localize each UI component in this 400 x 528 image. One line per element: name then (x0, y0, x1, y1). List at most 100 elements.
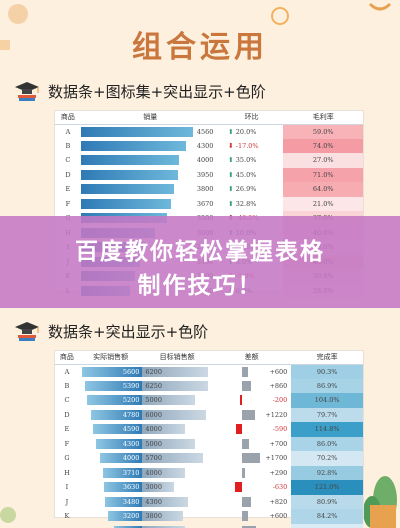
actual-bar-cell: 4590 (79, 422, 143, 437)
sales-value: 4300 (196, 141, 214, 150)
target-data-bar (142, 482, 175, 492)
graduation-cap-books-icon (15, 322, 39, 341)
sales-data-bar (80, 198, 171, 209)
diff-value: +600 (269, 512, 288, 520)
col-header-change: 环比 (219, 111, 284, 125)
target-bar-cell: 4000 (142, 524, 212, 528)
target-data-bar (142, 409, 206, 420)
target-data-bar (142, 366, 208, 377)
item-cell: F (64, 439, 70, 448)
item-cell: L (55, 524, 79, 528)
actual-value: 2690 (123, 527, 140, 528)
table-row: F 4300 5000 +700 86.0% (55, 436, 363, 452)
diff-value: +1220 (265, 410, 288, 419)
target-data-bar (142, 380, 209, 391)
item-cell: B (64, 381, 70, 390)
sales-data-bar (80, 169, 178, 180)
item-cell: B (65, 141, 71, 150)
actual-value: 4300 (122, 439, 140, 448)
change-cell: ⬆ 20.0% (220, 124, 284, 139)
target-table: 商品 实际销售额 目标销售额 差额 完成率 A 5600 6200 +600 90.3%… (55, 351, 363, 528)
table-row: E 3800 ⬆ 26.9% 64.0% (55, 182, 363, 197)
sales-value: 3670 (196, 199, 214, 208)
target-value: 5000 (145, 439, 162, 448)
target-bar-cell: 6200 (142, 364, 212, 379)
section2-title: 数据条+突出显示+色阶 (48, 322, 209, 341)
diff-cell: +1700 (212, 451, 291, 466)
actual-data-bar (113, 525, 143, 528)
section2-heading: 数据条+突出显示+色阶 (14, 320, 208, 342)
actual-data-bar (105, 496, 143, 507)
section2-table-card: 商品 实际销售额 目标销售额 差额 完成率 A 5600 6200 +600 90.3%… (54, 350, 364, 528)
table-row: E 4590 4000 -590 114.8% (55, 422, 363, 437)
diff-value: -590 (272, 425, 288, 433)
diff-data-bar (241, 438, 250, 449)
target-bar-cell: 4000 (142, 422, 212, 437)
sales-bar-cell: 4000 (80, 153, 220, 168)
diff-data-bar (239, 395, 242, 405)
table-row: F 3670 ⬆ 32.8% 21.0% (55, 196, 363, 211)
target-value: 3800 (145, 512, 162, 520)
item-cell: A (64, 367, 70, 376)
target-data-bar (142, 496, 188, 507)
diff-value: +700 (269, 439, 288, 448)
target-value: 6200 (145, 367, 162, 376)
actual-bar-cell: 5390 (79, 379, 143, 394)
diff-cell: +820 (212, 495, 291, 510)
banner-line2: 制作技巧！ (137, 273, 263, 299)
diff-cell: -590 (212, 422, 291, 437)
target-value: 5700 (145, 454, 162, 462)
table-row: C 5200 5000 -200 104.0% (55, 393, 363, 408)
actual-value: 4000 (122, 454, 140, 462)
rate-cell: 70.2% (291, 451, 363, 466)
item-cell: G (64, 454, 70, 463)
table-row: K 3200 3800 +600 84.2% (55, 509, 363, 524)
sales-bar-cell: 4300 (80, 139, 220, 154)
rate-cell: 114.8% (291, 422, 363, 437)
diff-data-bar (241, 467, 245, 478)
actual-bar-cell: 3710 (79, 466, 143, 481)
table-row: A 5600 6200 +600 90.3% (55, 364, 363, 379)
diff-data-bar (241, 366, 249, 377)
table-row: D 4780 6000 +1220 79.7% (55, 407, 363, 422)
actual-bar-cell: 3480 (79, 495, 143, 510)
diff-cell: +600 (212, 364, 291, 379)
item-cell: D (64, 410, 70, 419)
actual-value: 3480 (122, 497, 140, 506)
item-cell: C (65, 156, 71, 165)
table-row: B 4300 ⬇ -17.0% 74.0% (55, 138, 363, 154)
item-cell: H (64, 468, 70, 477)
change-value: 45.0% (235, 170, 257, 179)
change-cell: ⬆ 26.9% (220, 182, 284, 197)
target-value: 4000 (145, 425, 162, 433)
item-cell: E (64, 425, 70, 434)
actual-value: 4780 (122, 410, 140, 419)
promo-banner: 百度教你轻松掌握表格 制作技巧！ (0, 216, 400, 308)
target-data-bar (142, 424, 185, 434)
diff-cell: -200 (212, 393, 291, 408)
item-cell: K (64, 512, 70, 521)
actual-bar-cell: 4300 (79, 437, 143, 452)
actual-data-bar (96, 438, 143, 449)
sales-bar-cell: 4560 (80, 124, 220, 139)
rate-cell: 92.8% (291, 465, 363, 480)
rate-cell: 79.7% (291, 407, 363, 422)
target-bar-cell: 5000 (142, 393, 212, 408)
section1-heading: 数据条+图标集+突出显示+色阶 (14, 80, 266, 102)
col-header-margin: 毛利率 (283, 111, 363, 125)
sales-value: 3950 (196, 170, 214, 179)
diff-cell: +600 (212, 509, 291, 524)
target-data-bar (142, 511, 183, 521)
change-cell: ⬆ 45.0% (220, 168, 284, 183)
diff-data-bar (241, 511, 249, 521)
margin-cell: 74.0% (283, 138, 363, 153)
sales-value: 3800 (196, 185, 214, 193)
change-cell: ⬆ 35.0% (220, 153, 284, 168)
col-header-actual: 实际销售额 (78, 351, 143, 365)
sales-data-bar (80, 140, 187, 151)
actual-data-bar (108, 511, 143, 521)
target-value: 4300 (145, 497, 162, 506)
actual-value: 3630 (122, 483, 140, 491)
margin-cell: 71.0% (283, 167, 363, 182)
